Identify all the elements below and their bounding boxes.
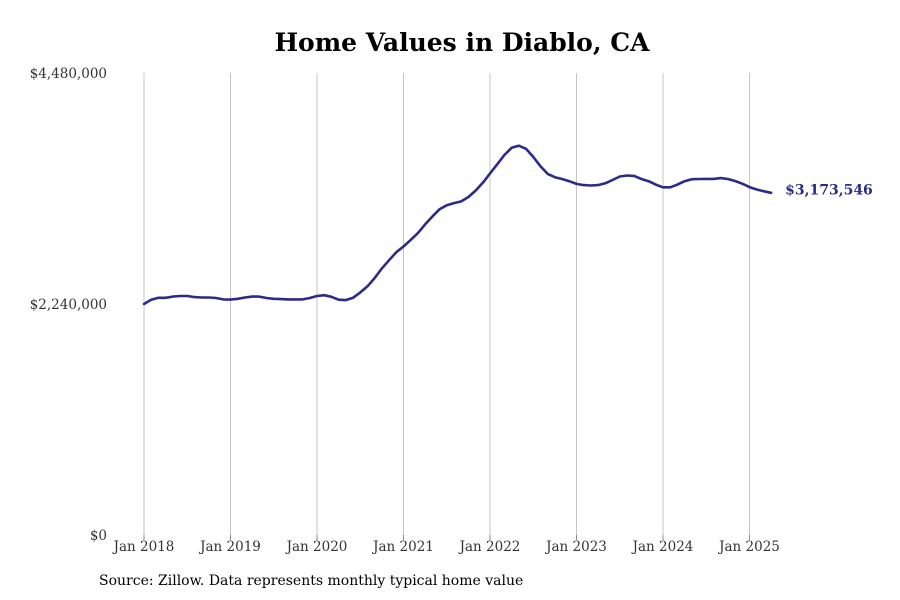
source-note: Source: Zillow. Data represents monthly … <box>99 573 524 589</box>
series-line <box>142 144 773 306</box>
x-tick-label: Jan 2025 <box>717 539 780 555</box>
y-axis-ticks: $0 $2,240,000 $4,480,000 <box>30 66 107 544</box>
x-tick-label: Jan 2024 <box>631 539 694 555</box>
x-tick-label: Jan 2020 <box>285 539 348 555</box>
x-tick-label: Jan 2023 <box>544 539 607 555</box>
y-tick-label: $0 <box>90 528 107 544</box>
y-tick-label: $2,240,000 <box>30 297 107 313</box>
x-axis-ticks: Jan 2018 Jan 2019 Jan 2020 Jan 2021 Jan 2022… <box>112 535 780 555</box>
y-tick-label: $4,480,000 <box>30 66 107 82</box>
x-tick-label: Jan 2022 <box>458 539 521 555</box>
vertical-gridlines <box>143 73 750 535</box>
x-tick-label: Jan 2021 <box>371 539 434 555</box>
last-value-label: $3,173,546 <box>785 182 873 198</box>
chart-title: Home Values in Diablo, CA <box>274 28 650 57</box>
series-home-value <box>142 144 773 306</box>
x-tick-label: Jan 2018 <box>112 539 175 555</box>
x-tick-label: Jan 2019 <box>198 539 261 555</box>
